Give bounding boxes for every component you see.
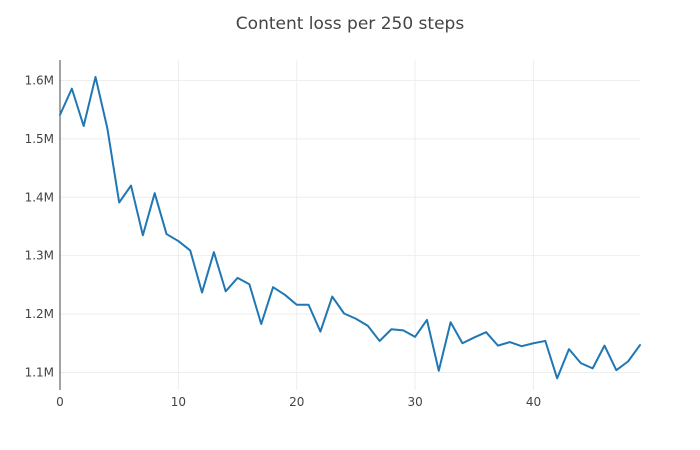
data-point [331, 295, 333, 297]
data-point [378, 340, 380, 342]
y-tick-label: 1.2M [25, 307, 54, 321]
data-point [343, 312, 345, 314]
data-point [260, 323, 262, 325]
data-point [414, 336, 416, 338]
series-line [59, 75, 641, 380]
data-point [509, 341, 511, 343]
data-point [556, 377, 558, 379]
x-tick-label: 40 [526, 395, 541, 409]
y-tick-label: 1.5M [25, 132, 54, 146]
data-point [615, 369, 617, 371]
data-point [450, 321, 452, 323]
x-tick-label: 20 [289, 395, 304, 409]
data-point [106, 127, 108, 129]
data-point [130, 184, 132, 186]
data-point [592, 367, 594, 369]
data-point [355, 318, 357, 320]
data-point [71, 88, 73, 90]
y-tick-label: 1.3M [25, 249, 54, 263]
data-point [201, 291, 203, 293]
data-point [568, 348, 570, 350]
y-tick-label: 1.6M [25, 73, 54, 87]
data-point [213, 251, 215, 253]
data-point [165, 233, 167, 235]
data-point [284, 294, 286, 296]
x-tick-label: 0 [56, 395, 64, 409]
series-layer [59, 75, 641, 380]
x-tick-label: 10 [171, 395, 186, 409]
data-point [639, 344, 641, 346]
data-point [83, 125, 85, 127]
data-point [177, 240, 179, 242]
data-point [189, 249, 191, 251]
data-point [497, 345, 499, 347]
data-point [627, 360, 629, 362]
data-point [438, 370, 440, 372]
data-point [142, 234, 144, 236]
data-point [59, 114, 61, 116]
chart-title: Content loss per 250 steps [236, 14, 465, 34]
data-point [236, 277, 238, 279]
data-point [248, 283, 250, 285]
data-point [603, 345, 605, 347]
data-point [544, 340, 546, 342]
data-point [272, 286, 274, 288]
data-point [154, 192, 156, 194]
data-point [296, 304, 298, 306]
data-point [307, 304, 309, 306]
data-point [94, 76, 96, 78]
x-tick-label: 30 [407, 395, 422, 409]
data-point [225, 290, 227, 292]
data-point [521, 345, 523, 347]
data-point [532, 342, 534, 344]
data-point [426, 319, 428, 321]
data-point [390, 328, 392, 330]
y-tick-label: 1.1M [25, 365, 54, 379]
data-point [580, 362, 582, 364]
data-point [485, 331, 487, 333]
data-point [461, 342, 463, 344]
data-point [118, 201, 120, 203]
y-tick-label: 1.4M [25, 190, 54, 204]
data-point [319, 330, 321, 332]
grid-lines [60, 60, 640, 390]
data-point [402, 329, 404, 331]
data-point [367, 325, 369, 327]
data-point [473, 336, 475, 338]
tick-labels: 1.1M 1.2M 1.3M 1.4M 1.5M 1.6M 0 10 20 30 40 [25, 73, 542, 409]
